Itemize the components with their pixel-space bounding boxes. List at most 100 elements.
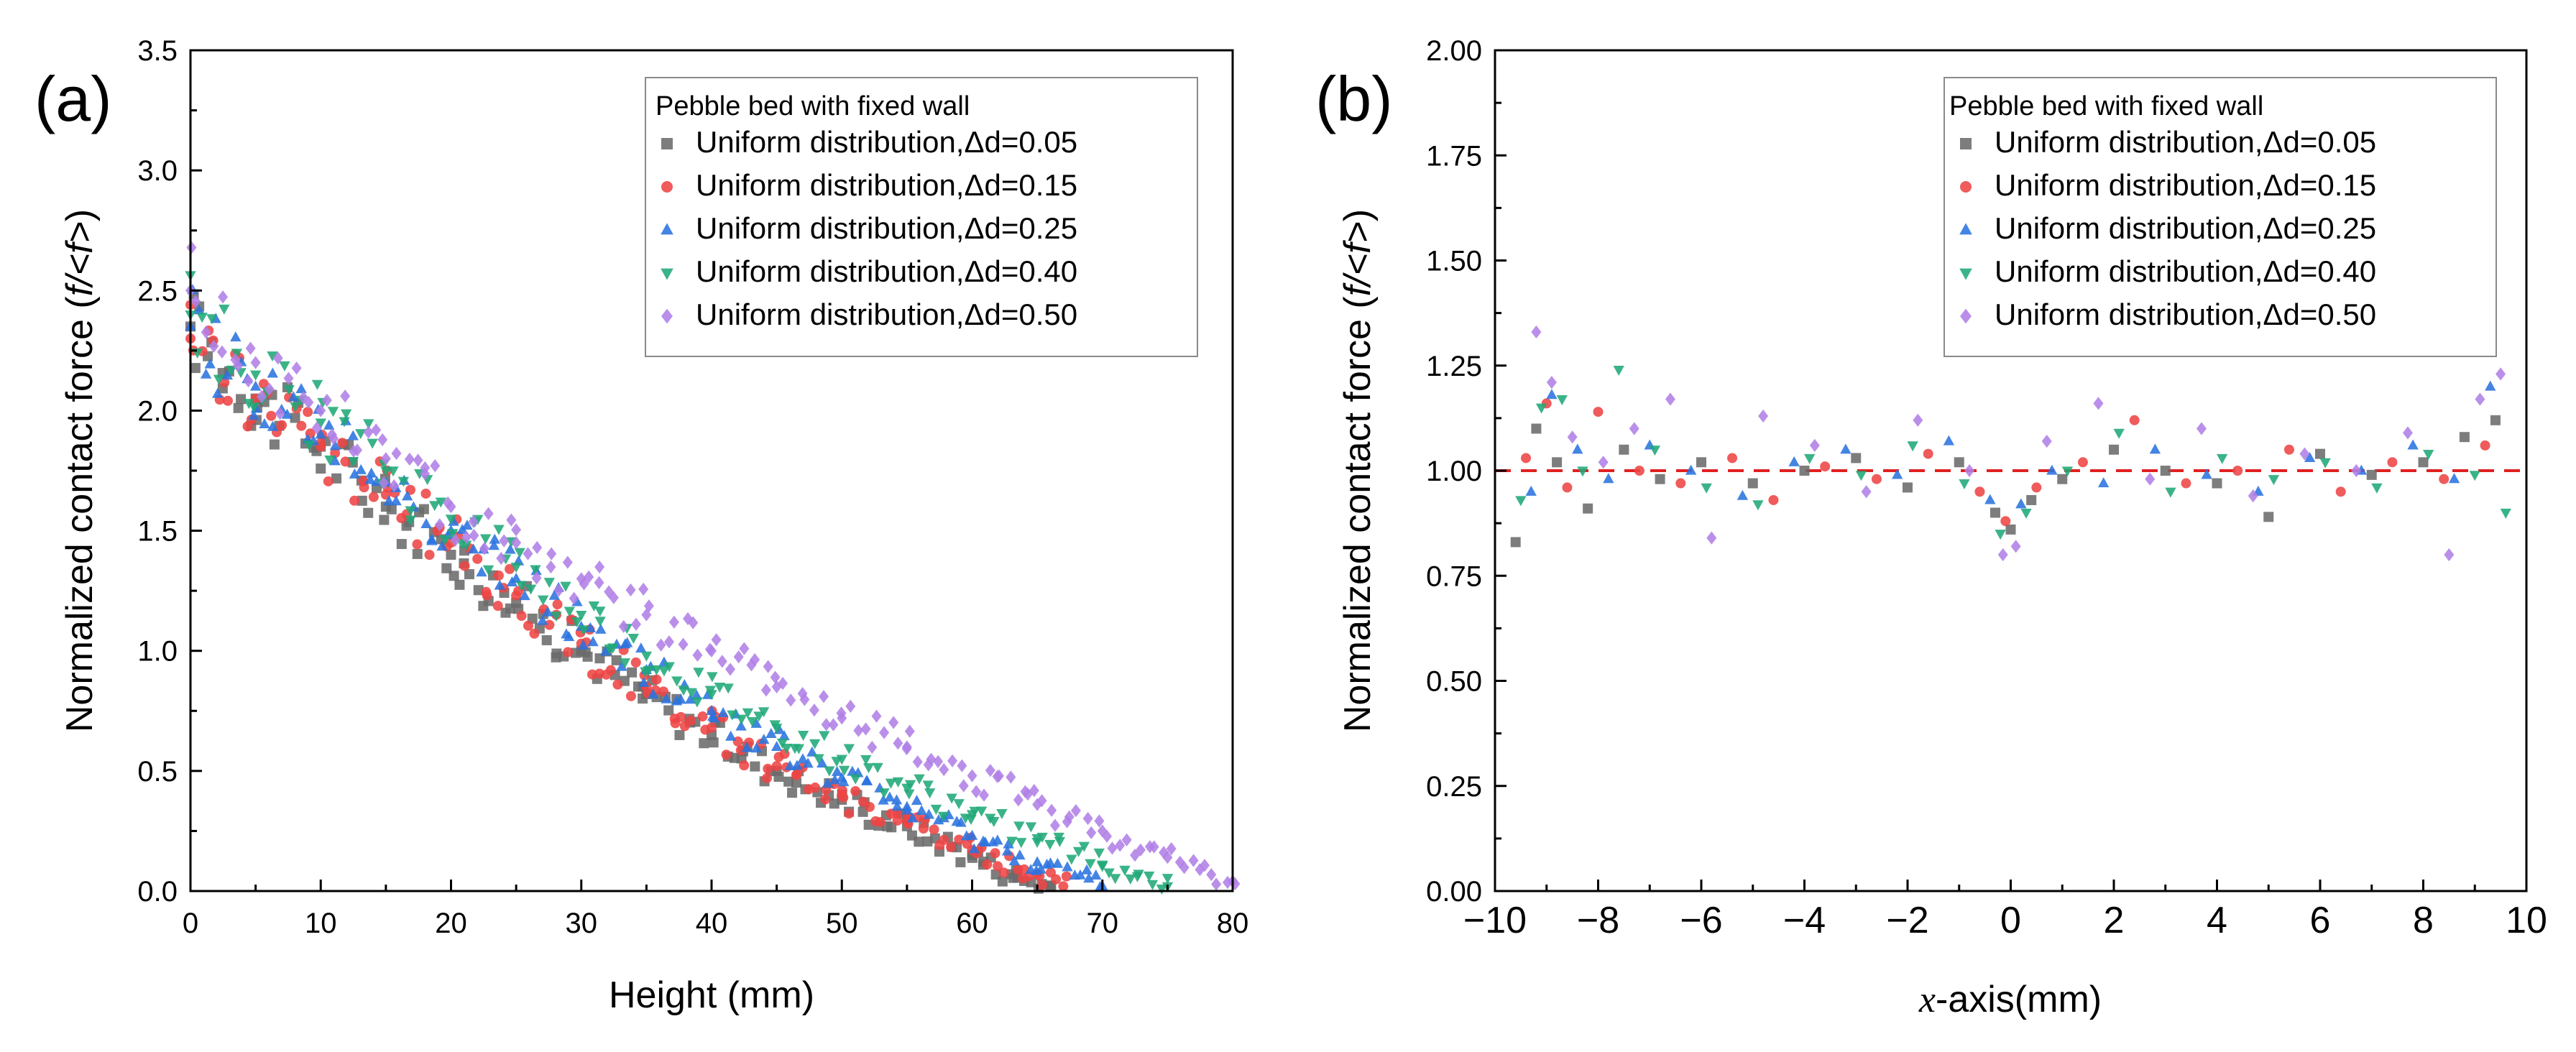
panel-b-data-points <box>1510 325 2511 562</box>
data-point-series-4 <box>283 384 295 395</box>
data-point-series-3 <box>2149 443 2161 454</box>
data-point-series-4 <box>594 617 606 627</box>
data-point-series-5 <box>506 513 517 527</box>
data-point-series-4 <box>1044 839 1056 850</box>
data-point-series-4 <box>975 806 988 817</box>
data-point-series-4 <box>1072 846 1085 857</box>
data-point-series-3 <box>708 712 720 723</box>
data-point-series-4 <box>196 313 208 323</box>
data-point-series-3 <box>661 693 672 703</box>
data-point-series-2 <box>529 628 540 639</box>
data-point-series-5 <box>2196 422 2207 435</box>
data-point-series-2 <box>1820 461 1831 472</box>
panel-b-legend-title: Pebble bed with fixed wall <box>1949 91 2263 121</box>
data-point-series-4 <box>753 711 765 722</box>
data-point-series-5 <box>1094 814 1105 828</box>
legend-marker-series-1 <box>1960 138 1972 149</box>
data-point-series-4 <box>231 349 243 359</box>
data-point-series-4 <box>607 643 619 654</box>
data-point-series-3 <box>648 688 659 699</box>
data-point-series-4 <box>747 717 758 728</box>
data-point-series-4 <box>1143 871 1155 882</box>
data-point-series-1 <box>773 772 784 783</box>
data-point-series-5 <box>1082 811 1093 826</box>
panel-a-y-axis-title: Normalized contact force (f/<f>) <box>59 209 101 732</box>
data-point-series-5 <box>901 742 912 756</box>
data-point-series-2 <box>820 794 831 805</box>
data-point-series-5 <box>893 737 903 750</box>
data-point-series-4 <box>922 780 934 791</box>
data-point-series-1 <box>541 635 552 645</box>
data-point-series-4 <box>619 658 631 669</box>
data-point-series-1 <box>464 569 474 580</box>
data-point-series-2 <box>1058 881 1069 892</box>
data-point-series-1 <box>2490 415 2501 425</box>
data-point-series-5 <box>379 476 390 490</box>
data-point-series-4 <box>1066 854 1077 865</box>
data-point-series-2 <box>1037 880 1048 890</box>
data-point-series-5 <box>511 536 522 550</box>
data-point-series-1 <box>1510 537 1521 548</box>
data-point-series-5 <box>760 683 771 697</box>
data-point-series-5 <box>420 467 431 481</box>
data-point-series-4 <box>1125 874 1136 885</box>
legend-marker-series-5 <box>661 308 673 324</box>
panel-b-y-axis-title-main: Normalized contact force ( <box>1337 296 1379 733</box>
data-point-series-5 <box>1135 843 1146 857</box>
data-point-series-4 <box>640 651 653 662</box>
data-point-series-5 <box>770 670 781 684</box>
data-point-series-4 <box>1096 862 1108 872</box>
data-point-series-1 <box>1619 444 1629 455</box>
data-point-series-5 <box>256 389 267 404</box>
data-point-series-3 <box>1062 861 1073 872</box>
data-point-series-3 <box>1083 872 1095 883</box>
data-point-series-5 <box>546 547 557 560</box>
data-point-series-5 <box>2475 392 2485 406</box>
data-point-series-4 <box>838 765 850 776</box>
panel-a-y-axis-title-main: Normalized contact force ( <box>59 296 101 733</box>
data-point-series-5 <box>739 642 750 655</box>
x-tick-label: −2 <box>1886 900 1928 941</box>
data-point-series-2 <box>721 749 732 760</box>
data-point-series-5 <box>668 615 679 629</box>
data-point-series-3 <box>1546 389 1558 400</box>
data-point-series-5 <box>230 353 241 366</box>
data-point-series-4 <box>2020 508 2032 519</box>
data-point-series-4 <box>824 766 835 777</box>
data-point-series-3 <box>992 834 1003 845</box>
data-point-series-5 <box>625 583 636 597</box>
data-point-series-3 <box>684 693 696 704</box>
data-point-series-3 <box>1090 869 1102 880</box>
panel-a-legend-box <box>645 77 1198 357</box>
data-point-series-4 <box>445 515 457 525</box>
data-point-series-3 <box>329 455 341 466</box>
data-point-series-5 <box>809 703 819 717</box>
data-point-series-3 <box>1044 857 1057 868</box>
data-point-series-2 <box>1562 482 1573 493</box>
data-point-series-3 <box>635 642 647 653</box>
data-point-series-5 <box>468 515 479 528</box>
data-point-series-3 <box>537 614 548 625</box>
data-point-series-5 <box>311 421 322 435</box>
data-point-series-1 <box>2315 448 2325 459</box>
data-point-series-2 <box>998 867 1009 878</box>
legend-marker-series-3 <box>1959 223 1972 235</box>
data-point-series-4 <box>693 668 704 678</box>
data-point-series-2 <box>685 715 696 726</box>
data-point-series-2 <box>223 395 234 406</box>
data-point-series-1 <box>829 798 840 809</box>
data-point-series-4 <box>1031 837 1043 848</box>
panel-b-legend-box <box>1944 77 2497 357</box>
data-point-series-3 <box>891 794 903 805</box>
data-point-series-5 <box>377 433 388 447</box>
data-point-series-1 <box>418 504 429 515</box>
data-point-series-1 <box>386 504 397 515</box>
data-point-series-1 <box>886 822 897 833</box>
data-point-series-1 <box>783 776 794 787</box>
legend-label-series-2: Uniform distribution,Δd=0.15 <box>1995 168 2376 202</box>
data-point-series-1 <box>2418 457 2429 468</box>
data-point-series-1 <box>2212 478 2222 489</box>
data-point-series-5 <box>967 769 978 783</box>
data-point-series-5 <box>1046 803 1057 817</box>
data-point-series-3 <box>1031 856 1043 867</box>
